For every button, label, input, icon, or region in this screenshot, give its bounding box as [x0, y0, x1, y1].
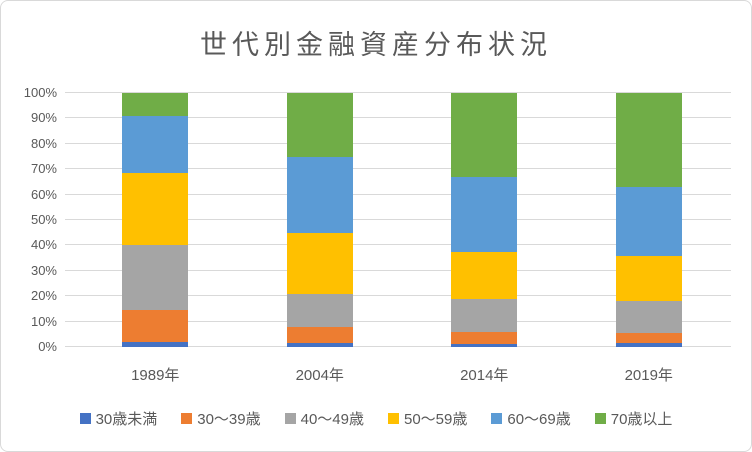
- bar-segment: [122, 310, 189, 342]
- x-axis-tick-label: 1989年: [131, 367, 180, 384]
- bar-segment: [286, 232, 353, 294]
- bar-segment: [451, 93, 518, 177]
- bar-segment: [451, 176, 518, 252]
- gridline: [65, 168, 731, 170]
- bar-segment: [615, 343, 682, 347]
- bar-2004年: [286, 93, 353, 347]
- legend-label: 50〜59歳: [404, 411, 468, 428]
- x-axis-tick-label: 2014年: [460, 367, 509, 384]
- gridline: [65, 269, 731, 271]
- bar-segment: [451, 344, 518, 347]
- chart-title: 世代別金融資産分布状況: [200, 30, 552, 60]
- y-axis-tick-label: 40%: [30, 237, 57, 253]
- bar-segment: [286, 93, 353, 157]
- y-axis-tick-label: 100%: [23, 85, 57, 100]
- bar-segment: [122, 93, 189, 116]
- y-axis-tick-label: 60%: [30, 186, 57, 202]
- gridline: [65, 346, 731, 347]
- y-axis-tick-label: 10%: [30, 313, 57, 329]
- bar-segment: [451, 298, 518, 332]
- legend-label: 30歳未満: [95, 411, 158, 428]
- y-axis-tick-label: 30%: [30, 262, 57, 278]
- gridline: [65, 219, 731, 220]
- bar-segment: [286, 293, 353, 327]
- y-axis-tick-label: 80%: [30, 135, 57, 151]
- legend-swatch-icon: [491, 413, 503, 424]
- legend-label: 60〜69歳: [507, 411, 571, 428]
- bar-2014年: [451, 93, 518, 347]
- x-axis-labels: 1989年 2004年 2014年 2019年: [73, 364, 731, 384]
- plot-area: [65, 92, 731, 347]
- legend-swatch-icon: [79, 413, 91, 424]
- bar-2019年: [615, 93, 682, 347]
- gridline: [65, 142, 731, 144]
- x-axis-tick-label: 2004年: [295, 367, 344, 384]
- y-axis-tick-label: 50%: [30, 212, 57, 227]
- bar-segment: [286, 326, 353, 344]
- bar-1989年: [122, 93, 189, 347]
- legend-item: 30歳未満: [79, 408, 158, 429]
- legend-item: 70歳以上: [594, 408, 673, 429]
- gridline: [65, 92, 731, 93]
- bar-segment: [286, 156, 353, 233]
- legend-swatch-icon: [388, 413, 399, 424]
- bar-segment: [451, 331, 518, 345]
- bar-segment: [122, 173, 189, 246]
- bar-segment: [122, 245, 189, 311]
- bar-segment: [122, 115, 189, 174]
- legend-swatch-icon: [594, 413, 606, 424]
- legend-swatch-icon: [181, 413, 193, 424]
- legend-item: 60〜69歳: [491, 408, 571, 429]
- y-axis-tick-label: 20%: [30, 288, 57, 304]
- bar-segment: [286, 343, 353, 347]
- bar-segment: [451, 251, 518, 299]
- legend-item: 50〜59歳: [388, 408, 467, 429]
- bar-segment: [615, 333, 682, 344]
- gridline: [65, 295, 731, 297]
- gridline: [65, 193, 731, 195]
- x-axis-tick-label: 2019年: [624, 367, 673, 384]
- y-axis-tick-label: 70%: [30, 161, 57, 177]
- legend-label: 40〜49歳: [300, 411, 364, 428]
- bar-segment: [615, 93, 682, 187]
- bar-segment: [615, 301, 682, 334]
- gridline: [65, 117, 731, 119]
- legend-swatch-icon: [284, 413, 296, 424]
- legend: 30歳未満 30〜39歳 40〜49歳 50〜59歳 60〜69歳 70歳以上: [1, 408, 751, 429]
- bar-segment: [122, 341, 189, 347]
- y-axis-tick-label: 90%: [30, 110, 57, 126]
- legend-item: 30〜39歳: [181, 408, 261, 429]
- legend-label: 70歳以上: [610, 411, 673, 428]
- legend-item: 40〜49歳: [284, 408, 364, 429]
- gridline: [65, 244, 731, 246]
- gridline: [65, 320, 731, 322]
- bar-segment: [615, 187, 682, 256]
- legend-label: 30〜39歳: [197, 411, 261, 428]
- bar-segment: [615, 255, 682, 302]
- y-axis-tick-label: 0%: [38, 339, 57, 354]
